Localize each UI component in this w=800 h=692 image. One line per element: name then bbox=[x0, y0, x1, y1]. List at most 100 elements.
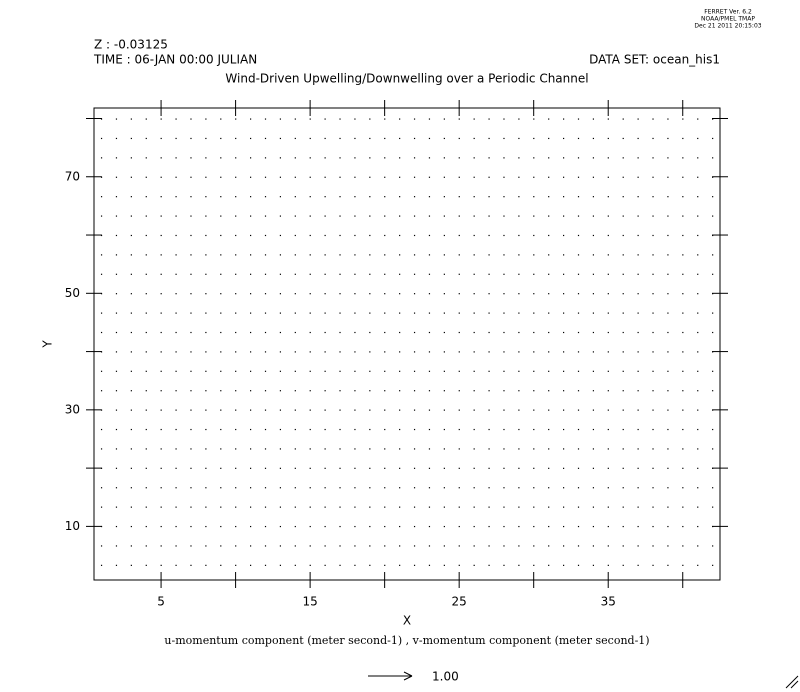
y-tick-label: 10 bbox=[65, 519, 80, 533]
vector-point bbox=[115, 176, 118, 178]
vector-point bbox=[428, 525, 431, 528]
vector-point bbox=[324, 157, 326, 159]
vector-point bbox=[682, 215, 684, 217]
vector-point bbox=[712, 137, 714, 140]
vector-point bbox=[264, 118, 267, 120]
vector-point bbox=[250, 157, 252, 159]
vector-point bbox=[428, 157, 431, 159]
vector-point bbox=[667, 487, 669, 489]
vector-point bbox=[175, 390, 177, 392]
vector-point bbox=[428, 428, 431, 431]
vector-point bbox=[235, 331, 237, 334]
vector-point bbox=[294, 118, 296, 120]
vector-point bbox=[667, 312, 669, 314]
vector-point bbox=[145, 331, 147, 334]
vector-point bbox=[652, 487, 654, 489]
vector-point bbox=[518, 409, 520, 411]
vector-point bbox=[607, 254, 609, 256]
vector-point bbox=[384, 545, 386, 547]
vector-point bbox=[369, 293, 371, 295]
vector-point bbox=[279, 564, 282, 566]
vector-point bbox=[339, 312, 341, 314]
vector-point bbox=[160, 506, 162, 508]
vector-point bbox=[145, 176, 147, 178]
vector-point bbox=[100, 234, 103, 237]
vector-point bbox=[413, 409, 416, 411]
vector-point bbox=[369, 351, 371, 353]
vector-point bbox=[443, 351, 445, 353]
vector-point bbox=[413, 293, 416, 295]
vector-point bbox=[160, 525, 162, 528]
vector-point bbox=[443, 215, 445, 217]
vector-point bbox=[413, 157, 416, 159]
vector-point bbox=[264, 487, 267, 489]
vector-point bbox=[369, 428, 371, 431]
vector-point bbox=[458, 545, 460, 547]
vector-point bbox=[533, 331, 535, 334]
vector-point bbox=[235, 409, 237, 411]
vector-point bbox=[250, 118, 252, 120]
vector-point bbox=[667, 428, 669, 431]
vector-point bbox=[697, 176, 699, 178]
vector-point bbox=[607, 118, 609, 120]
vector-point bbox=[667, 254, 669, 256]
vector-point bbox=[309, 506, 311, 508]
vector-point bbox=[503, 196, 505, 198]
vector-point bbox=[130, 564, 132, 566]
vector-point bbox=[607, 157, 609, 159]
vector-point bbox=[667, 137, 669, 140]
vector-point bbox=[279, 118, 282, 120]
vector-point bbox=[220, 370, 222, 372]
vector-point bbox=[682, 390, 684, 392]
vector-point bbox=[294, 293, 296, 295]
vector-point bbox=[175, 487, 177, 489]
vector-point bbox=[399, 176, 401, 178]
vector-point bbox=[592, 293, 595, 295]
vector-point bbox=[563, 293, 565, 295]
vector-point bbox=[175, 273, 177, 275]
vector-point bbox=[488, 506, 490, 508]
vector-point bbox=[443, 293, 445, 295]
vector-point bbox=[205, 428, 207, 431]
vector-point bbox=[563, 137, 565, 140]
vector-point bbox=[100, 176, 103, 178]
vector-point bbox=[175, 176, 177, 178]
vector-point bbox=[428, 293, 431, 295]
vector-point bbox=[264, 254, 267, 256]
vector-point bbox=[652, 196, 654, 198]
vector-point bbox=[518, 273, 520, 275]
vector-point bbox=[369, 312, 371, 314]
vector-point bbox=[428, 506, 431, 508]
vector-point bbox=[637, 118, 639, 120]
vector-point bbox=[190, 312, 192, 314]
vector-point bbox=[518, 176, 520, 178]
vector-point bbox=[175, 351, 177, 353]
vector-point bbox=[279, 234, 282, 237]
vector-point bbox=[563, 409, 565, 411]
vector-point bbox=[712, 545, 714, 547]
vector-point bbox=[518, 312, 520, 314]
vector-point bbox=[384, 331, 386, 334]
vector-point bbox=[264, 351, 267, 353]
vector-point bbox=[205, 351, 207, 353]
vector-point bbox=[399, 273, 401, 275]
vector-point bbox=[220, 137, 222, 140]
vector-point bbox=[682, 234, 684, 237]
vector-point bbox=[622, 137, 624, 140]
vector-point bbox=[577, 312, 580, 314]
vector-point bbox=[518, 545, 520, 547]
vector-point bbox=[518, 390, 520, 392]
vector-point bbox=[160, 428, 162, 431]
vector-point bbox=[339, 467, 341, 469]
vector-point bbox=[428, 467, 431, 469]
vector-point bbox=[533, 487, 535, 489]
vector-point bbox=[354, 157, 356, 159]
vector-point bbox=[160, 196, 162, 198]
vector-point bbox=[264, 409, 267, 411]
vector-point bbox=[428, 487, 431, 489]
vector-point bbox=[235, 176, 237, 178]
vector-point bbox=[577, 293, 580, 295]
vector-point bbox=[324, 370, 326, 372]
vector-point bbox=[130, 448, 132, 450]
vector-point bbox=[190, 234, 192, 237]
